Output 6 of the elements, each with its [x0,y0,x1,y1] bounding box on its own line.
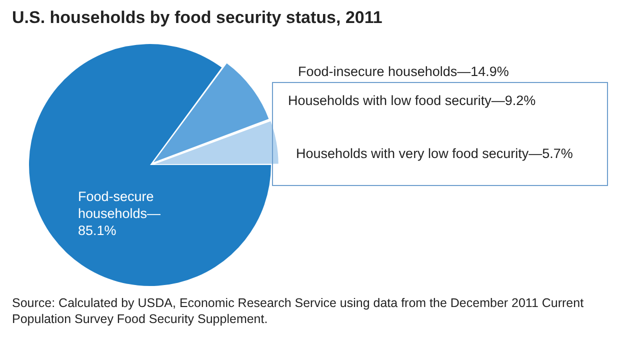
source-note: Source: Calculated by USDA, Economic Research Service using data from the December 2011 Current Population Survey Food Security Supplement. [12,295,585,327]
slice-label: Food-secure households—85.1% [78,188,162,239]
chart-title: U.S. households by food security status, 2011 [12,8,382,28]
slice-label: Households with very low food security—5.7% [296,145,574,162]
text: Food-insecure households—14.9% [298,64,509,79]
slice-label: Households with low food security—9.2% [288,92,537,109]
